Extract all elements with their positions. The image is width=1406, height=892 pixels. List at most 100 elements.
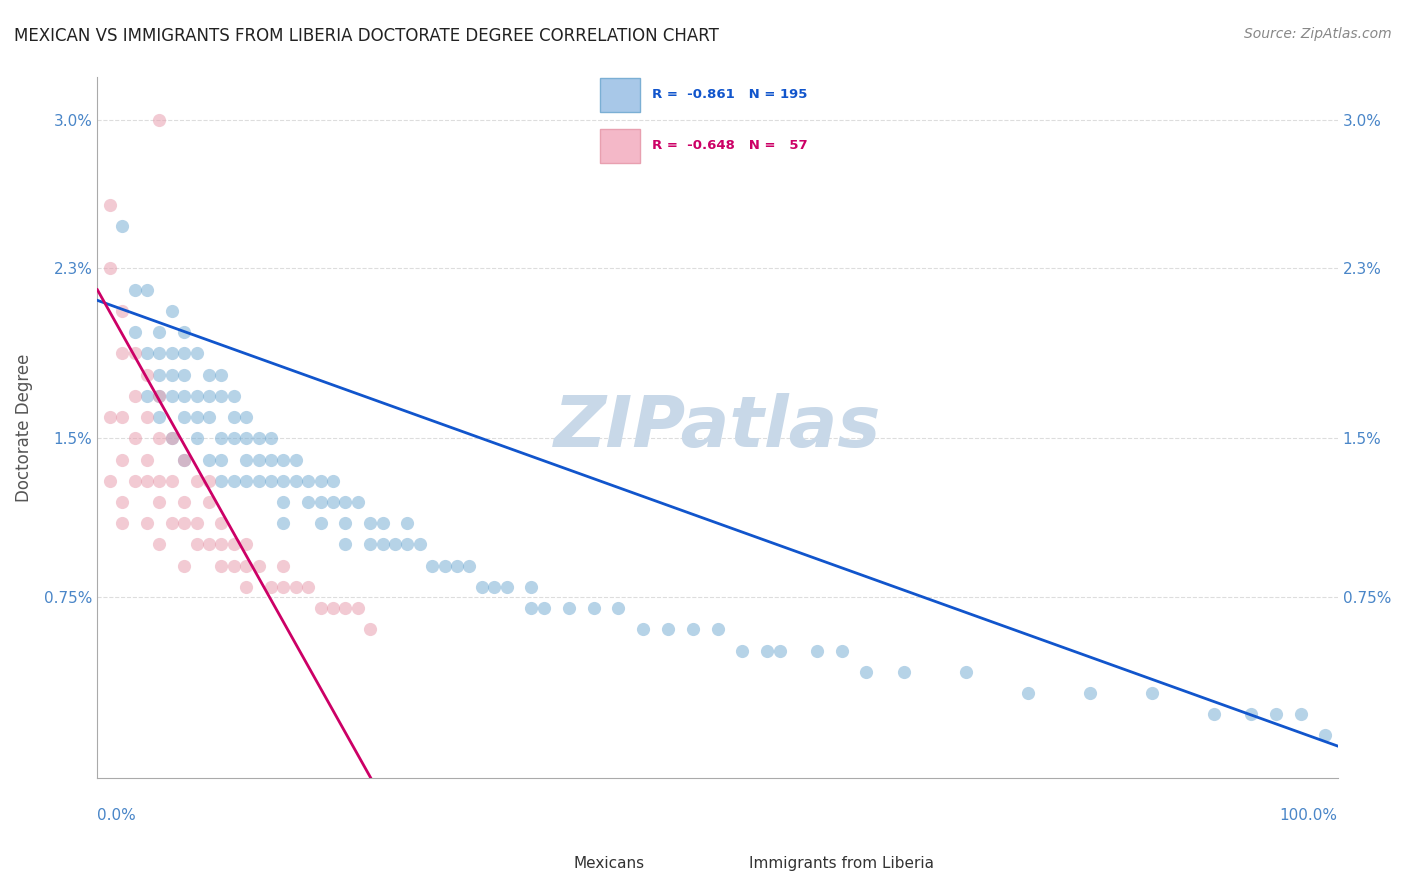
Point bbox=[160, 474, 183, 488]
Point bbox=[222, 431, 245, 445]
Y-axis label: Doctorate Degree: Doctorate Degree bbox=[15, 353, 32, 502]
Text: R =  -0.648   N =   57: R = -0.648 N = 57 bbox=[652, 139, 808, 153]
Point bbox=[955, 665, 977, 679]
Point bbox=[1315, 729, 1337, 743]
Point bbox=[148, 495, 170, 509]
Point bbox=[160, 516, 183, 531]
Point bbox=[273, 495, 295, 509]
Point bbox=[148, 474, 170, 488]
Point bbox=[682, 623, 704, 637]
Point bbox=[297, 580, 319, 594]
Point bbox=[186, 389, 208, 403]
Point bbox=[247, 452, 270, 467]
Point bbox=[136, 452, 159, 467]
Point bbox=[136, 474, 159, 488]
Point bbox=[260, 452, 283, 467]
Point bbox=[173, 368, 195, 382]
Point bbox=[173, 558, 195, 573]
Point bbox=[148, 368, 170, 382]
Point bbox=[173, 410, 195, 425]
Point bbox=[322, 495, 344, 509]
Point bbox=[1140, 686, 1163, 700]
Point bbox=[768, 643, 790, 657]
Point bbox=[124, 346, 146, 360]
Point bbox=[520, 601, 543, 615]
Point bbox=[284, 452, 307, 467]
Text: 0.0%: 0.0% bbox=[97, 808, 136, 823]
Point bbox=[173, 346, 195, 360]
Point bbox=[631, 623, 654, 637]
Point bbox=[384, 537, 406, 551]
Point bbox=[756, 643, 779, 657]
Point bbox=[148, 112, 170, 127]
Point bbox=[235, 580, 257, 594]
Point bbox=[98, 261, 121, 276]
Point bbox=[111, 346, 134, 360]
Point bbox=[831, 643, 853, 657]
Point bbox=[124, 389, 146, 403]
Point bbox=[309, 495, 332, 509]
Point bbox=[209, 389, 232, 403]
Point bbox=[198, 495, 221, 509]
Point bbox=[309, 474, 332, 488]
Point bbox=[209, 474, 232, 488]
Point bbox=[359, 537, 381, 551]
Point bbox=[186, 431, 208, 445]
Point bbox=[260, 474, 283, 488]
Point bbox=[186, 516, 208, 531]
Point bbox=[706, 623, 728, 637]
Point bbox=[124, 283, 146, 297]
Point bbox=[235, 537, 257, 551]
FancyBboxPatch shape bbox=[600, 128, 640, 163]
Point bbox=[359, 623, 381, 637]
Point bbox=[420, 558, 443, 573]
Point bbox=[533, 601, 555, 615]
Point bbox=[273, 516, 295, 531]
Point bbox=[124, 474, 146, 488]
Point bbox=[446, 558, 468, 573]
Point bbox=[396, 537, 419, 551]
Point bbox=[309, 516, 332, 531]
Point bbox=[297, 495, 319, 509]
Point bbox=[160, 304, 183, 318]
Point bbox=[186, 474, 208, 488]
Point bbox=[160, 431, 183, 445]
Point bbox=[136, 346, 159, 360]
Point bbox=[148, 389, 170, 403]
Point bbox=[347, 495, 370, 509]
Point bbox=[98, 198, 121, 212]
Point bbox=[893, 665, 915, 679]
Point bbox=[284, 474, 307, 488]
Text: 100.0%: 100.0% bbox=[1279, 808, 1337, 823]
Point bbox=[371, 537, 394, 551]
Point bbox=[1202, 707, 1225, 722]
Point bbox=[371, 516, 394, 531]
Point bbox=[855, 665, 877, 679]
Point bbox=[607, 601, 630, 615]
Point bbox=[198, 537, 221, 551]
Point bbox=[1264, 707, 1286, 722]
Point bbox=[198, 474, 221, 488]
Point bbox=[148, 410, 170, 425]
Point bbox=[335, 516, 357, 531]
Point bbox=[1289, 707, 1312, 722]
Point bbox=[458, 558, 481, 573]
Point bbox=[173, 495, 195, 509]
Point bbox=[209, 431, 232, 445]
Point bbox=[148, 537, 170, 551]
Point bbox=[198, 410, 221, 425]
Point bbox=[186, 410, 208, 425]
Point bbox=[136, 516, 159, 531]
Point bbox=[173, 389, 195, 403]
Point bbox=[160, 346, 183, 360]
Point bbox=[198, 389, 221, 403]
Point bbox=[322, 601, 344, 615]
Point bbox=[1078, 686, 1101, 700]
Point bbox=[98, 474, 121, 488]
Point bbox=[209, 537, 232, 551]
Point bbox=[148, 325, 170, 339]
Point bbox=[1240, 707, 1263, 722]
Point bbox=[297, 474, 319, 488]
Point bbox=[136, 389, 159, 403]
Point bbox=[322, 474, 344, 488]
